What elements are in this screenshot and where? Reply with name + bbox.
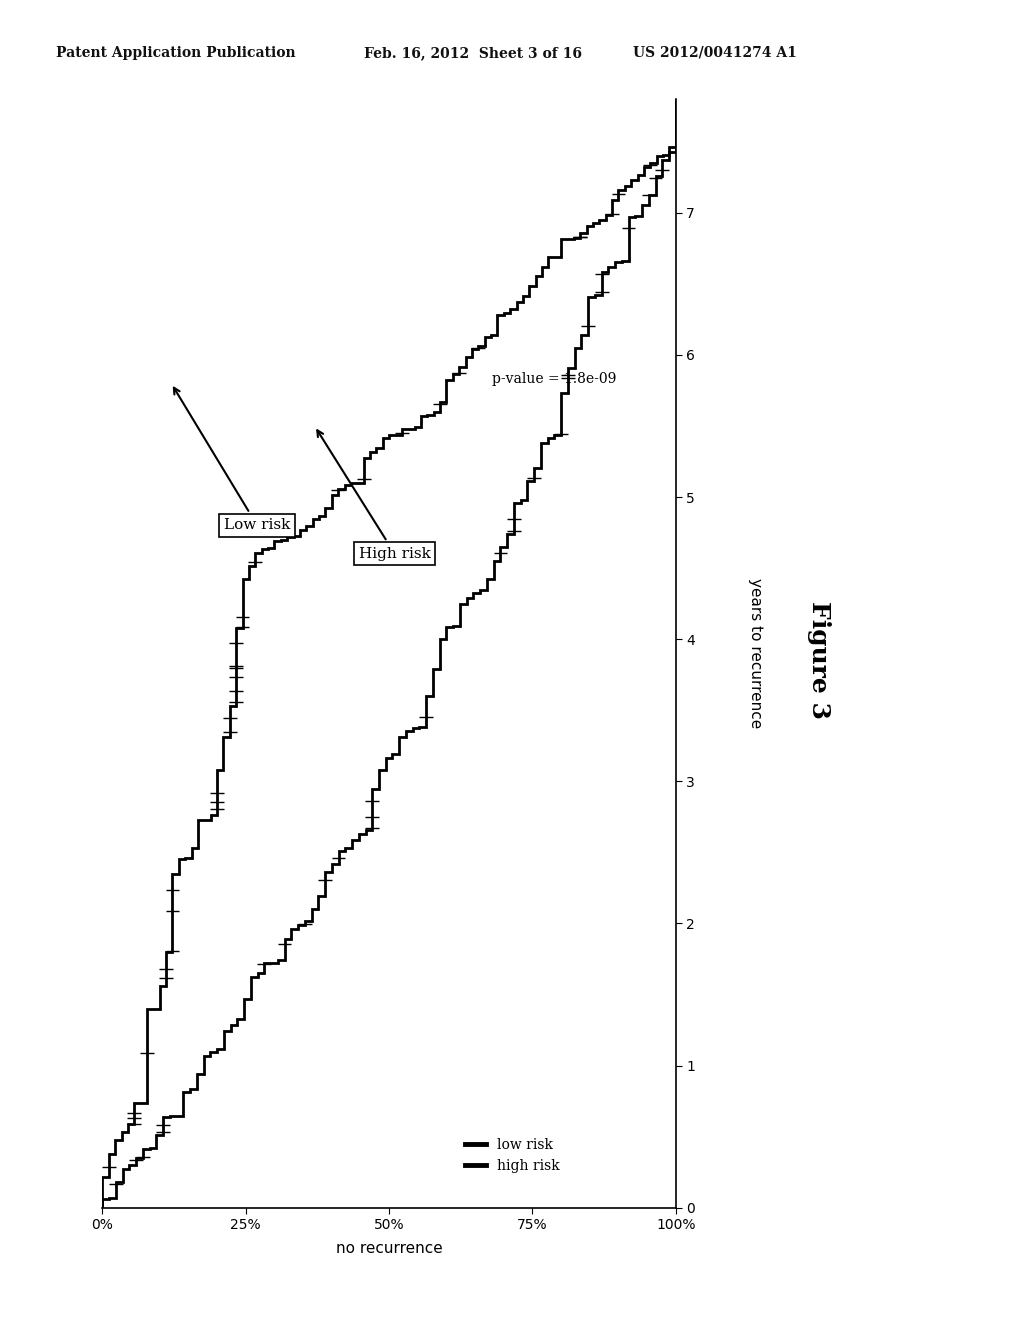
Text: Low risk: Low risk [174,388,291,532]
Text: Feb. 16, 2012  Sheet 3 of 16: Feb. 16, 2012 Sheet 3 of 16 [364,46,582,59]
Text: US 2012/0041274 A1: US 2012/0041274 A1 [633,46,797,59]
Text: p-value = 1.8e-09: p-value = 1.8e-09 [493,372,616,387]
Text: Patent Application Publication: Patent Application Publication [56,46,296,59]
Text: High risk: High risk [317,430,431,561]
X-axis label: no recurrence: no recurrence [336,1241,442,1255]
Text: Figure 3: Figure 3 [807,601,831,719]
Legend: low risk, high risk: low risk, high risk [460,1133,565,1179]
Y-axis label: years to recurrence: years to recurrence [748,578,763,729]
